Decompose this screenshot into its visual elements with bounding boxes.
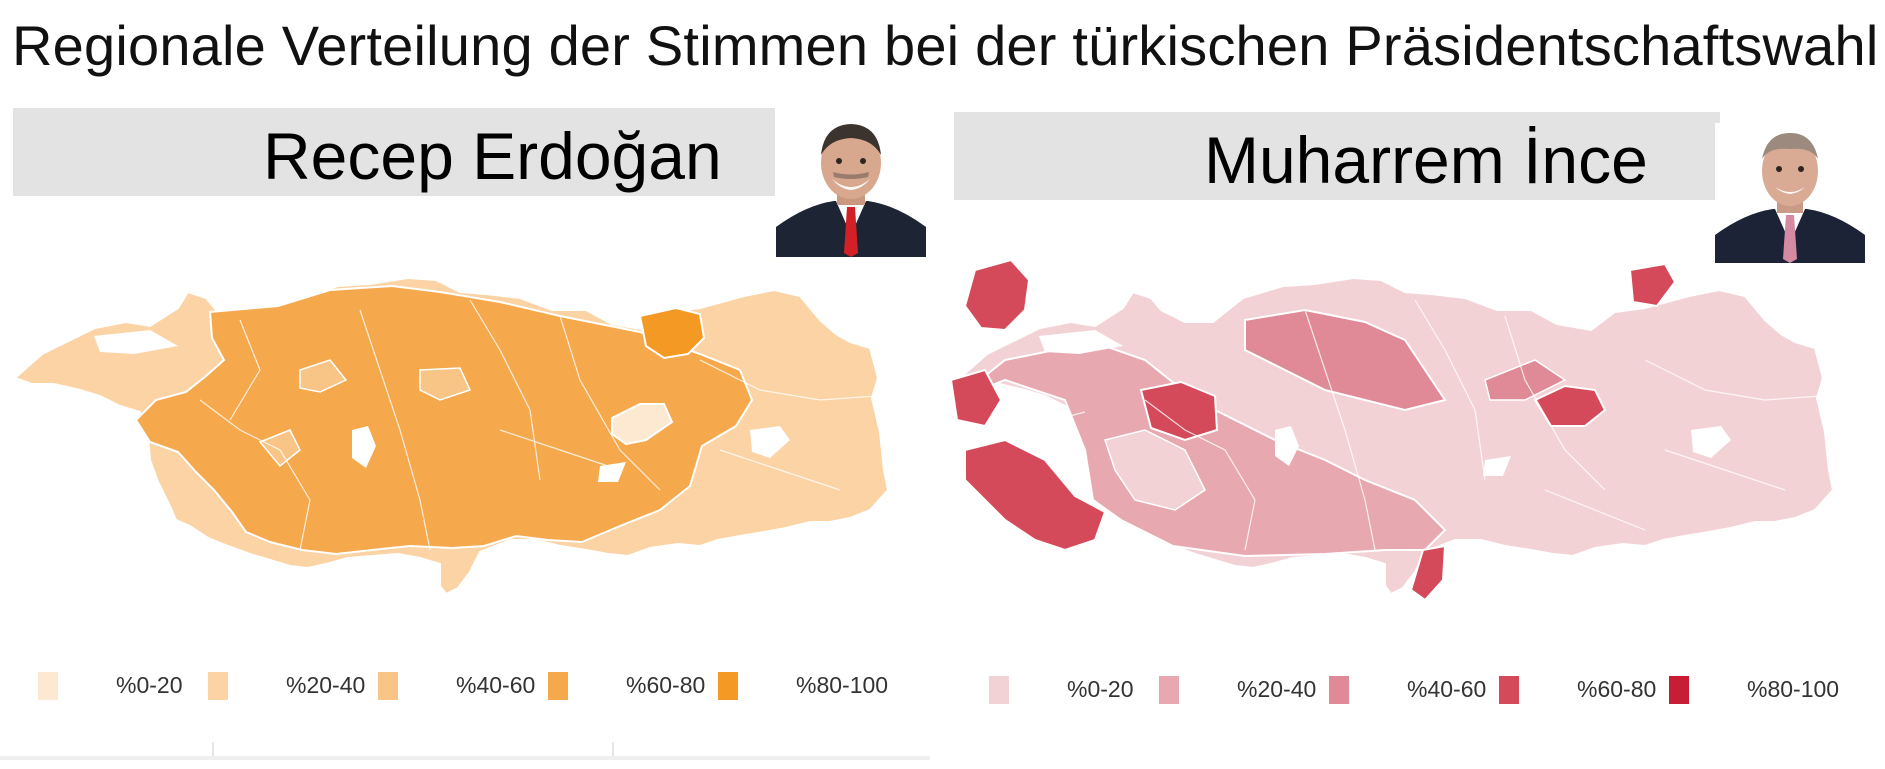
legend-label: %0-20 xyxy=(1067,676,1134,702)
legend-label: %80-100 xyxy=(796,672,889,698)
legend-label: %60-80 xyxy=(626,672,706,698)
candidate-banner: Muharrem İnce xyxy=(954,112,1720,200)
map xyxy=(945,250,1845,670)
legend-label: %40-60 xyxy=(456,672,536,698)
legend: %0-20 %20-40 %40-60 %60-80 %80-100 xyxy=(38,668,918,704)
map xyxy=(0,250,900,670)
legend-label: %20-40 xyxy=(286,672,366,698)
candidate-name: Recep Erdoğan xyxy=(263,119,722,193)
legend-swatch xyxy=(1329,676,1349,704)
person-portrait-icon xyxy=(776,117,926,257)
legend-swatch xyxy=(548,672,568,700)
erdogan-panel: Recep Erdoğan xyxy=(0,0,940,769)
legend-label: %40-60 xyxy=(1407,676,1487,702)
main-title: Regionale Verteilung der Stimmen bei der… xyxy=(12,14,1879,77)
legend-label: %20-40 xyxy=(1237,676,1317,702)
legend-label: %0-20 xyxy=(116,672,183,698)
bottom-tick xyxy=(212,742,214,756)
bottom-tick xyxy=(612,742,614,756)
legend-swatch xyxy=(718,672,738,700)
bottom-divider xyxy=(0,756,930,760)
legend-swatch xyxy=(1159,676,1179,704)
legend-swatch xyxy=(38,672,58,700)
legend-swatch xyxy=(1669,676,1689,704)
legend-label: %80-100 xyxy=(1747,676,1840,702)
legend-swatch xyxy=(378,672,398,700)
legend: %0-20 %20-40 %40-60 %60-80 %80-100 xyxy=(989,672,1869,708)
ince-panel: Muharrem İnce xyxy=(945,0,1885,769)
candidate-name: Muharrem İnce xyxy=(1204,123,1648,197)
legend-swatch xyxy=(989,676,1009,704)
legend-swatch xyxy=(1499,676,1519,704)
candidate-banner: Recep Erdoğan xyxy=(13,108,775,196)
person-portrait-icon xyxy=(1715,123,1865,263)
legend-swatch xyxy=(208,672,228,700)
legend-label: %60-80 xyxy=(1577,676,1657,702)
